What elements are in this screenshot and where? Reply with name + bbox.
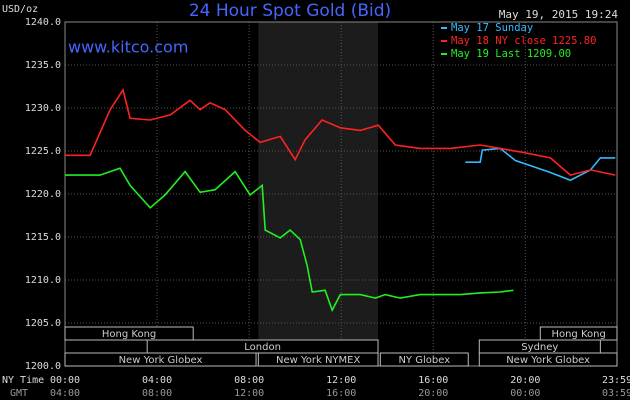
y-tick-label: 1220.0 [25,189,61,200]
y-tick-label: 1235.0 [25,60,61,71]
y-tick-label: 1210.0 [25,275,61,286]
x-tick-label: 04:00 [142,375,172,386]
x2-tick-label: 08:00 [142,388,172,399]
y-tick-label: 1205.0 [25,318,61,329]
session-label: Sydney [521,342,558,353]
session-label: Hong Kong [102,329,156,340]
legend-label: May 17 Sunday [451,22,533,34]
session-band [64,352,257,367]
session-label: New York Globex [506,355,590,366]
shaded-span [258,22,379,366]
x2-axis-label: GMT [10,388,28,399]
x2-tick-label: 20:00 [418,388,448,399]
x-tick-label: 08:00 [234,375,264,386]
session-band [478,352,618,367]
y-tick-label: 1240.0 [25,17,61,28]
x-tick-label: 23:59 [602,375,630,386]
x-axis-label: NY Time [2,375,44,386]
legend-label: May 18 NY close 1225.80 [451,35,596,47]
series-line [65,87,616,176]
y-tick-label: 1215.0 [25,232,61,243]
session-band [257,352,379,367]
x-tick-label: 00:00 [50,375,80,386]
legend-label: May 19 Last 1209.00 [451,48,571,60]
session-band [379,352,469,367]
source: www.kitco.com [68,38,188,57]
x-tick-label: 20:00 [510,375,540,386]
y-tick-label: 1230.0 [25,103,61,114]
session-label: NY Globex [398,355,450,366]
session-label: London [244,342,281,353]
x2-tick-label: 00:00 [510,388,540,399]
x2-tick-label: 04:00 [50,388,80,399]
x2-tick-label: 12:00 [234,388,264,399]
session-band [64,326,194,341]
y-tick-label: 1225.0 [25,146,61,157]
session-label: New York Globex [119,355,203,366]
series-line [65,167,514,313]
timestamp: May 19, 2015 19:24 [499,8,619,21]
y-tick-label: 1200.0 [25,361,61,372]
x2-tick-label: 03:59 [602,388,630,399]
x2-tick-label: 16:00 [326,388,356,399]
session-label: Hong Kong [551,329,605,340]
y-unit: USD/oz [2,4,38,15]
chart-title: 24 Hour Spot Gold (Bid) [189,1,391,21]
x-tick-label: 16:00 [418,375,448,386]
series-line [465,147,616,182]
session-label: New York NYMEX [276,355,361,366]
x-tick-label: 12:00 [326,375,356,386]
